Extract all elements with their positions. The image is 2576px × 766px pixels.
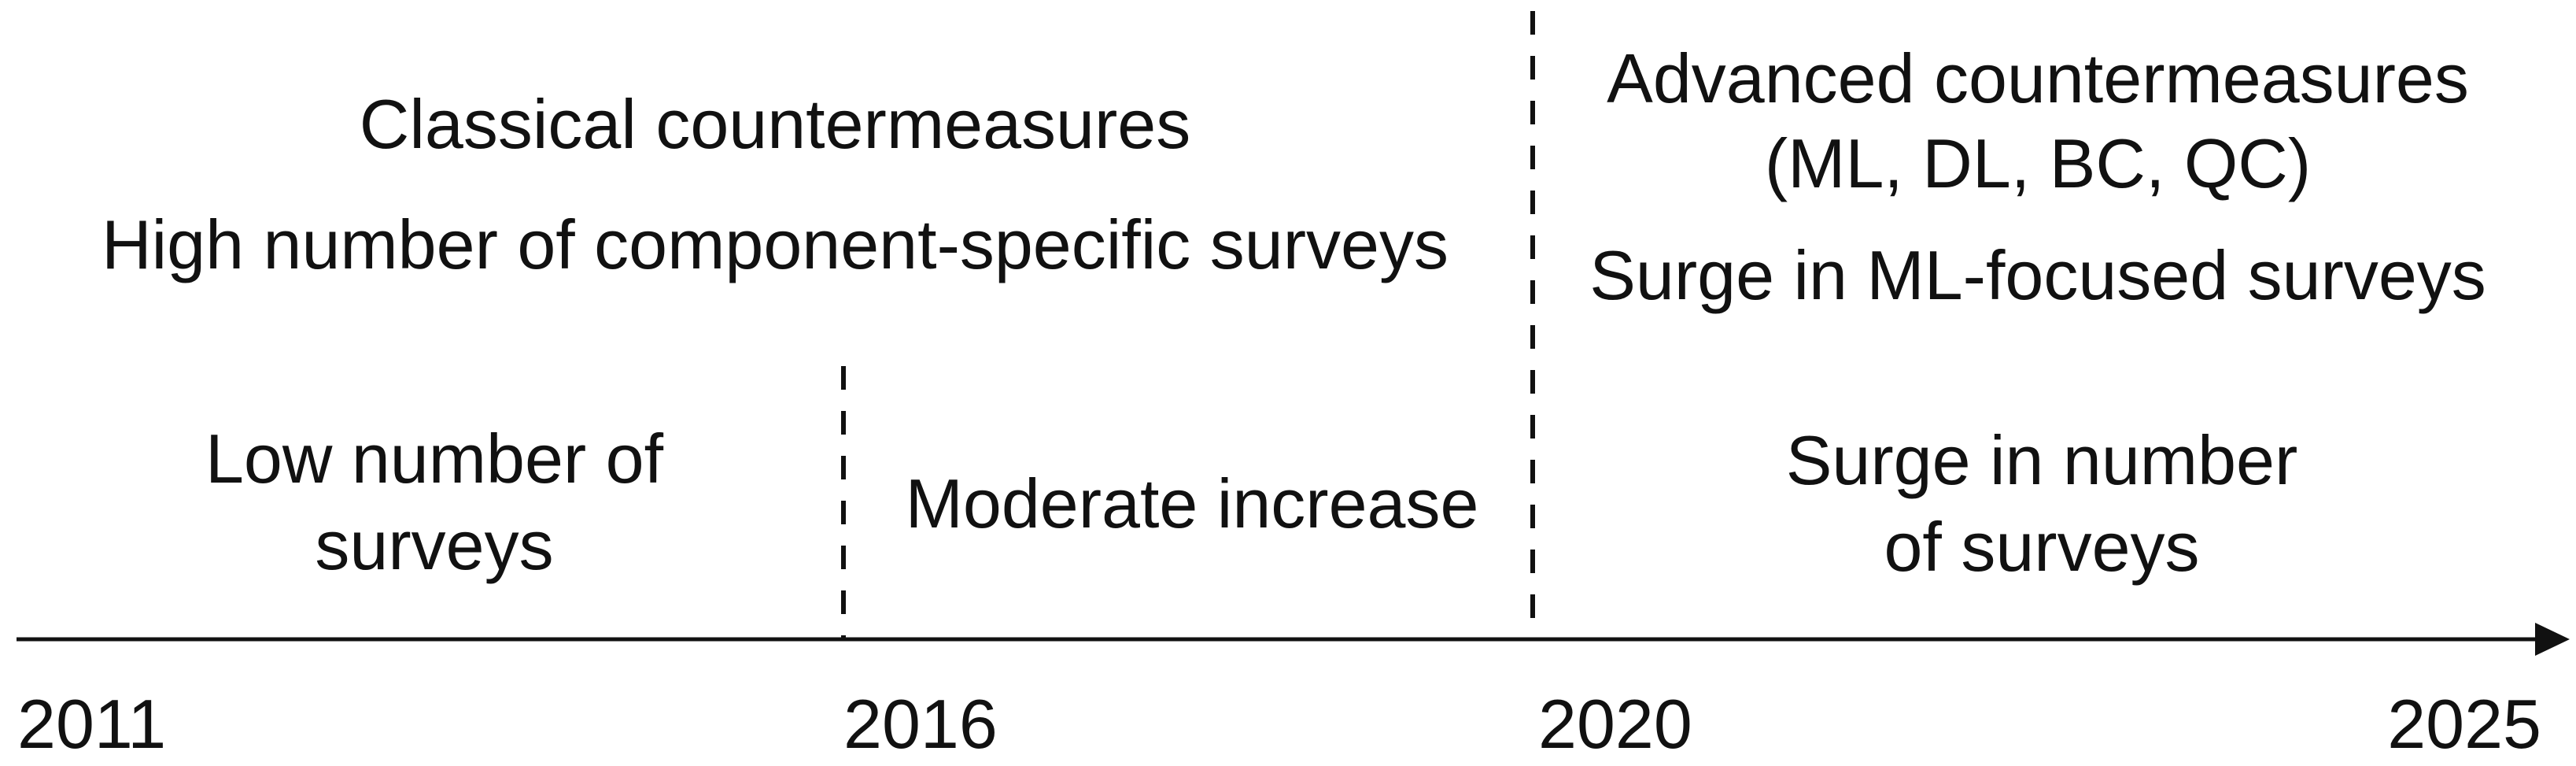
era-classical-subtitle: High number of component-specific survey… <box>101 205 1449 283</box>
era-advanced-note: Surge in ML-focused surveys <box>1589 236 2486 314</box>
phase-2-label: Moderate increase <box>905 464 1479 542</box>
era-advanced-title: Advanced countermeasures <box>1607 39 2469 117</box>
phase-1-label-line-1: Low number of <box>205 420 664 498</box>
phase-3-label-line-2: of surveys <box>1884 508 2200 586</box>
year-label-2011: 2011 <box>17 685 167 763</box>
era-classical-title: Classical countermeasures <box>359 85 1191 163</box>
phase-1-label-line-2: surveys <box>315 506 554 584</box>
year-label-2020: 2020 <box>1538 685 1692 763</box>
phase-3-label-line-1: Surge in number <box>1785 421 2298 499</box>
era-advanced-subtitle: (ML, DL, BC, QC) <box>1764 124 2312 202</box>
year-label-2025: 2025 <box>2387 685 2541 763</box>
year-label-2016: 2016 <box>843 685 998 763</box>
timeline-arrowhead-icon <box>2535 623 2570 656</box>
